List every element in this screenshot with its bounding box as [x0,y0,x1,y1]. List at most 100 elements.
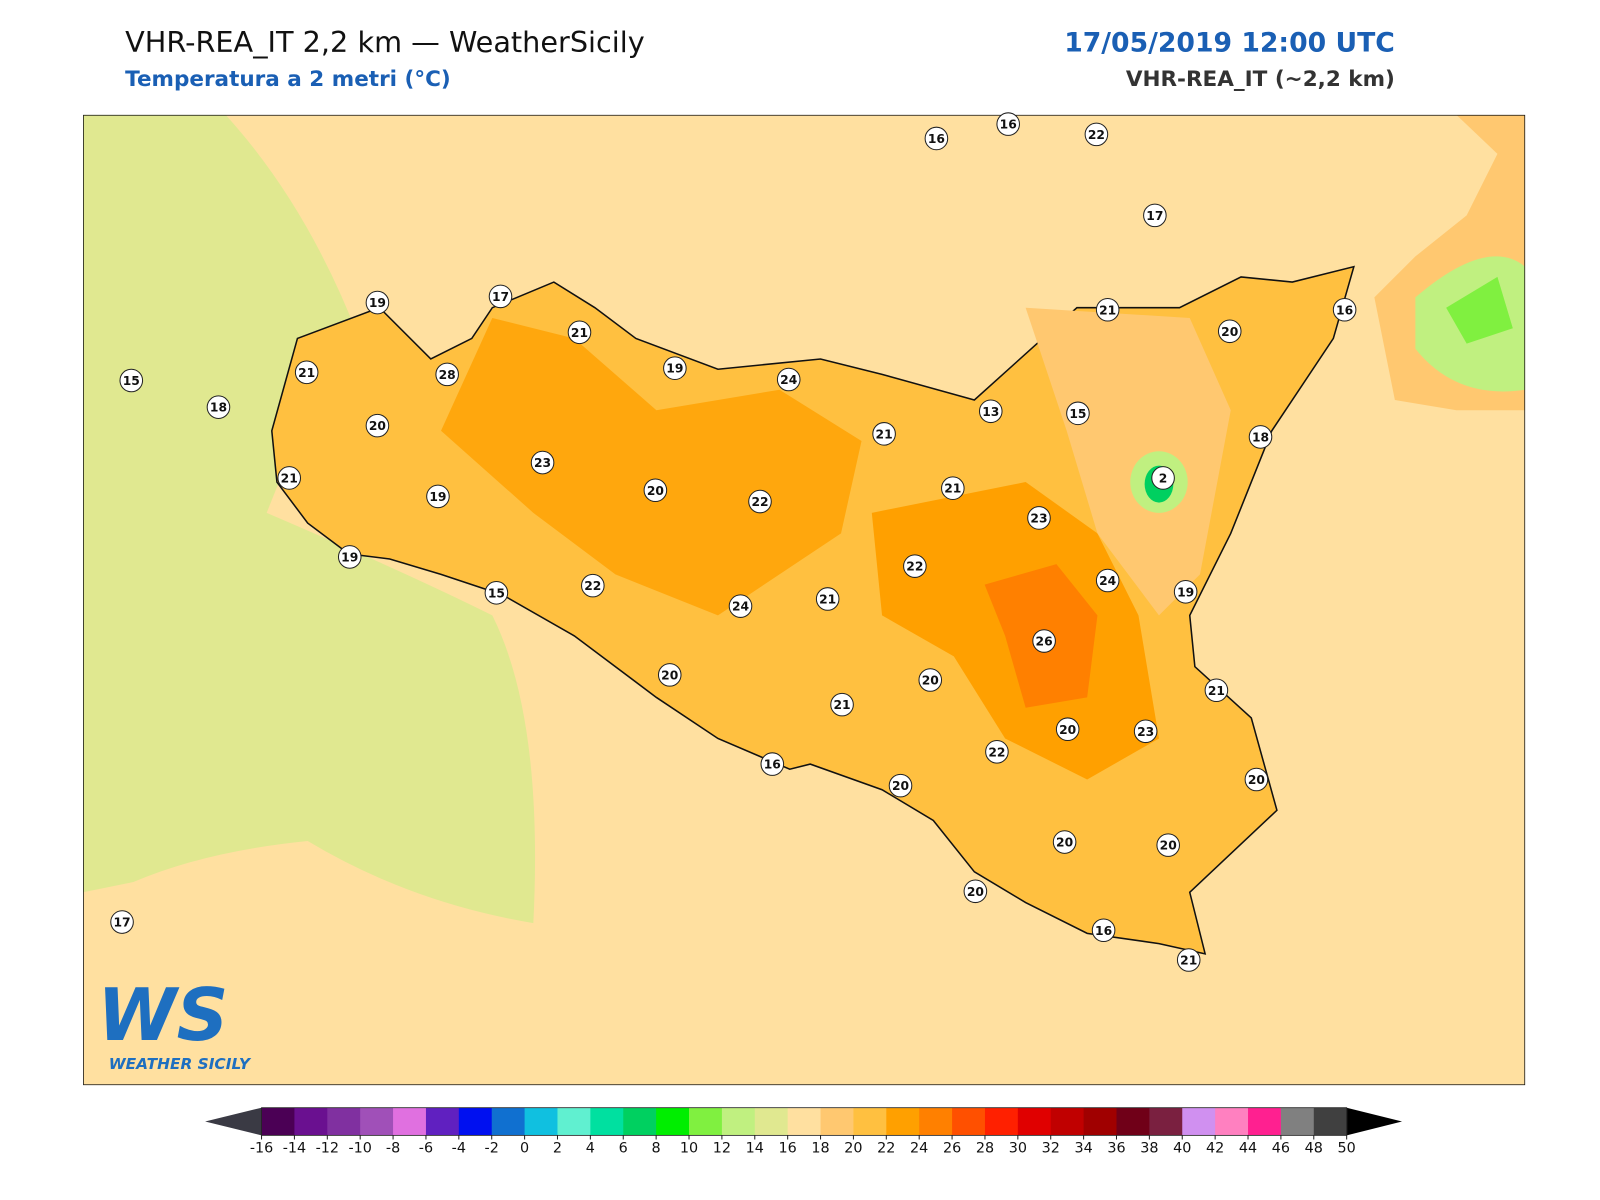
station: 21 [1095,297,1120,322]
colorbar-segment [787,1107,822,1136]
date: 17/05/2019 12:00 UTC [1064,28,1395,59]
colorbar-tick-label: -10 [348,1141,371,1157]
station: 21 [567,320,592,345]
station: 24 [728,594,753,618]
station-marker [996,112,1020,136]
colorbar-segment [623,1107,657,1136]
colorbar-segment [393,1107,427,1136]
station: 20 [365,413,390,438]
colorbar-segment [1116,1107,1150,1136]
colorbar-tick-label: 18 [811,1141,829,1157]
colorbar-tick-label: -4 [452,1141,466,1157]
station-label: 23 [1030,511,1047,525]
station-label: 21 [1099,303,1116,317]
station-label: 20 [369,419,386,433]
station-label: 24 [780,373,797,387]
station: 13 [978,399,1003,424]
station: 22 [748,489,772,514]
colorbar-tick-label: -2 [485,1141,499,1157]
colorbar-segment [1313,1107,1348,1136]
station-label: 20 [967,885,984,899]
station-marker [206,395,231,419]
colorbar-segment [1182,1107,1216,1136]
colorbar-segment [952,1107,986,1136]
station-marker [1143,203,1167,228]
colorbar-tick-label: 48 [1305,1141,1323,1157]
station: 19 [426,484,450,509]
station-label: 22 [988,745,1005,759]
station-marker [1156,833,1180,857]
colorbar-segment [820,1107,854,1136]
colorbar-tick-label: 10 [680,1141,698,1157]
station-marker [1095,297,1120,322]
station-label: 20 [661,668,678,682]
station-marker [1066,401,1090,426]
station-marker [643,478,668,503]
colorbar-tick-label: 38 [1140,1141,1158,1157]
station: 24 [776,367,801,392]
title: VHR-REA_IT 2,2 km — WeatherSicily [125,25,645,59]
station-marker [760,752,785,776]
station: 2 [1151,466,1175,490]
station-marker [1217,319,1242,344]
colorbar-segment [557,1107,591,1136]
station-marker [872,422,896,446]
station-marker [581,573,605,598]
station: 18 [1248,425,1273,449]
colorbar-tick-label: 46 [1272,1141,1290,1157]
colorbar-tick-label: 2 [553,1141,562,1157]
colorbar-segment [327,1107,361,1136]
station-marker [530,450,555,475]
station-label: 23 [1137,725,1154,739]
station-marker [567,320,592,345]
station-marker [277,466,302,490]
station: 16 [924,126,949,151]
station: 16 [760,752,785,776]
station: 21 [830,692,854,717]
station-label: 16 [928,132,945,146]
colorbar-tick-label: -8 [386,1141,400,1157]
subtitle: Temperatura a 2 metri (°C) [125,67,451,92]
colorbar-tick-label: 30 [1009,1141,1027,1157]
station: 20 [1217,319,1242,344]
colorbar-segment [1248,1107,1282,1136]
station-marker [1084,122,1109,147]
colorbar-tick-label: 32 [1042,1141,1060,1157]
station-marker [1204,678,1229,703]
station-marker [294,360,319,385]
station-label: 15 [488,586,505,600]
station-label: 24 [1099,574,1116,588]
colorbar-segment [919,1107,953,1136]
station-marker [657,663,682,687]
green-sea [83,114,536,924]
colorbar-segment [524,1107,558,1136]
station-label: 21 [281,471,298,485]
station-label: 17 [113,916,130,930]
station: 17 [110,910,134,934]
station-label: 20 [1160,839,1177,853]
station-marker [924,126,949,151]
station-marker [435,362,459,387]
station-marker [1091,918,1116,943]
station: 23 [1027,506,1051,530]
colorbar-segment [458,1107,493,1136]
station-label: 21 [1180,954,1197,968]
colorbar-segment [294,1107,328,1136]
warm-area [441,317,862,616]
station: 17 [488,284,513,309]
station-label: 21 [819,593,836,607]
logo-text: WEATHER SICILY [109,1055,252,1073]
station: 19 [337,545,362,569]
station-label: 21 [571,326,588,340]
station: 24 [1095,568,1120,593]
colorbar-segment [491,1107,526,1136]
station-label: 15 [123,374,140,388]
colorbar-tick-label: 42 [1206,1141,1224,1157]
station-marker [365,413,390,438]
station: 22 [903,554,927,578]
station-label: 19 [666,362,683,376]
colorbar-tick-label: 36 [1107,1141,1125,1157]
station: 21 [872,422,896,446]
colorbar-tick-label: 50 [1338,1141,1356,1157]
